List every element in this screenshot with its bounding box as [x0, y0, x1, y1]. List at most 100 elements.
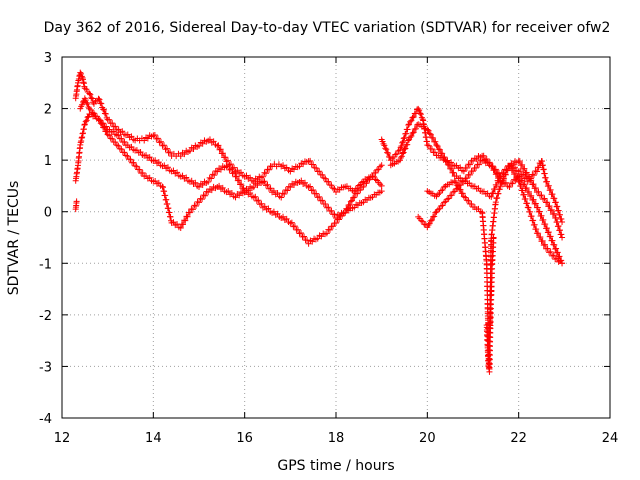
data-point [342, 209, 349, 216]
data-point [247, 174, 254, 181]
data-point [521, 181, 528, 188]
data-point [264, 181, 271, 188]
data-point [428, 217, 435, 224]
data-point [559, 234, 566, 241]
data-point [528, 192, 535, 199]
data-point [400, 135, 407, 142]
data-point [127, 156, 134, 163]
data-point [283, 215, 290, 222]
data-point [509, 180, 516, 187]
data-point [322, 175, 329, 182]
data-point [522, 195, 529, 202]
x-tick-label: 20 [419, 431, 436, 446]
data-point [409, 130, 416, 137]
data-point [554, 203, 561, 210]
data-point [446, 162, 453, 169]
data-point [212, 167, 219, 174]
data-point [489, 163, 496, 170]
data-point [188, 177, 195, 184]
data-point [280, 162, 287, 169]
data-point [431, 213, 438, 220]
data-point [403, 130, 410, 137]
data-point [536, 208, 543, 215]
data-point [499, 179, 506, 186]
data-point [115, 142, 122, 149]
data-point [549, 191, 556, 198]
data-point [378, 162, 385, 169]
data-point [369, 173, 376, 180]
data-point [547, 186, 554, 193]
data-point [183, 174, 190, 181]
data-point [465, 197, 472, 204]
data-point [208, 187, 215, 194]
data-point [102, 110, 109, 117]
data-point [541, 241, 548, 248]
data-point [297, 229, 304, 236]
data-point [549, 237, 556, 244]
data-point [165, 149, 172, 156]
data-point [225, 187, 232, 194]
data-point [434, 143, 441, 150]
data-point [266, 166, 273, 173]
data-point [415, 213, 422, 220]
data-point [118, 146, 125, 153]
data-marks [72, 69, 566, 375]
data-point [551, 210, 558, 217]
data-point [531, 221, 538, 228]
data-point [385, 150, 392, 157]
data-point [252, 193, 259, 200]
data-point [508, 180, 515, 187]
data-point [86, 90, 93, 97]
data-point [555, 207, 562, 214]
data-point [377, 163, 384, 170]
data-point [404, 141, 411, 148]
data-point [463, 175, 470, 182]
data-point [346, 201, 353, 208]
data-point [410, 114, 417, 121]
data-point [382, 145, 389, 152]
data-point [532, 200, 539, 207]
data-point [112, 139, 119, 146]
data-point [103, 128, 110, 135]
data-point [313, 190, 320, 197]
data-point [401, 146, 408, 153]
data-point [83, 117, 90, 124]
plot-frame [61, 56, 611, 419]
data-point [419, 218, 426, 225]
data-point [350, 194, 357, 201]
x-axis-label: GPS time / hours [277, 458, 394, 474]
data-point [162, 192, 169, 199]
data-point [396, 146, 403, 153]
data-point [270, 187, 277, 194]
data-point [556, 227, 563, 234]
data-point [384, 149, 391, 156]
data-point [217, 146, 224, 153]
data-point [180, 221, 187, 228]
data-point [316, 168, 323, 175]
data-point [399, 138, 406, 145]
data-point [421, 221, 428, 228]
data-point [336, 216, 343, 223]
data-point [270, 208, 277, 215]
data-point [416, 107, 423, 114]
data-point [191, 202, 198, 209]
data-point [517, 183, 524, 190]
data-point [539, 237, 546, 244]
data-point [535, 164, 542, 171]
data-point [241, 189, 248, 196]
data-point [537, 234, 544, 241]
data-point [214, 168, 221, 175]
data-point [261, 169, 268, 176]
data-point [121, 149, 128, 156]
data-point [457, 186, 464, 193]
data-point [128, 133, 135, 140]
data-point [281, 190, 288, 197]
data-point [504, 167, 511, 174]
data-point [540, 216, 547, 223]
data-point [144, 135, 151, 142]
data-point [164, 164, 171, 171]
data-point [512, 170, 519, 177]
data-point [219, 150, 226, 157]
data-point [98, 100, 105, 107]
